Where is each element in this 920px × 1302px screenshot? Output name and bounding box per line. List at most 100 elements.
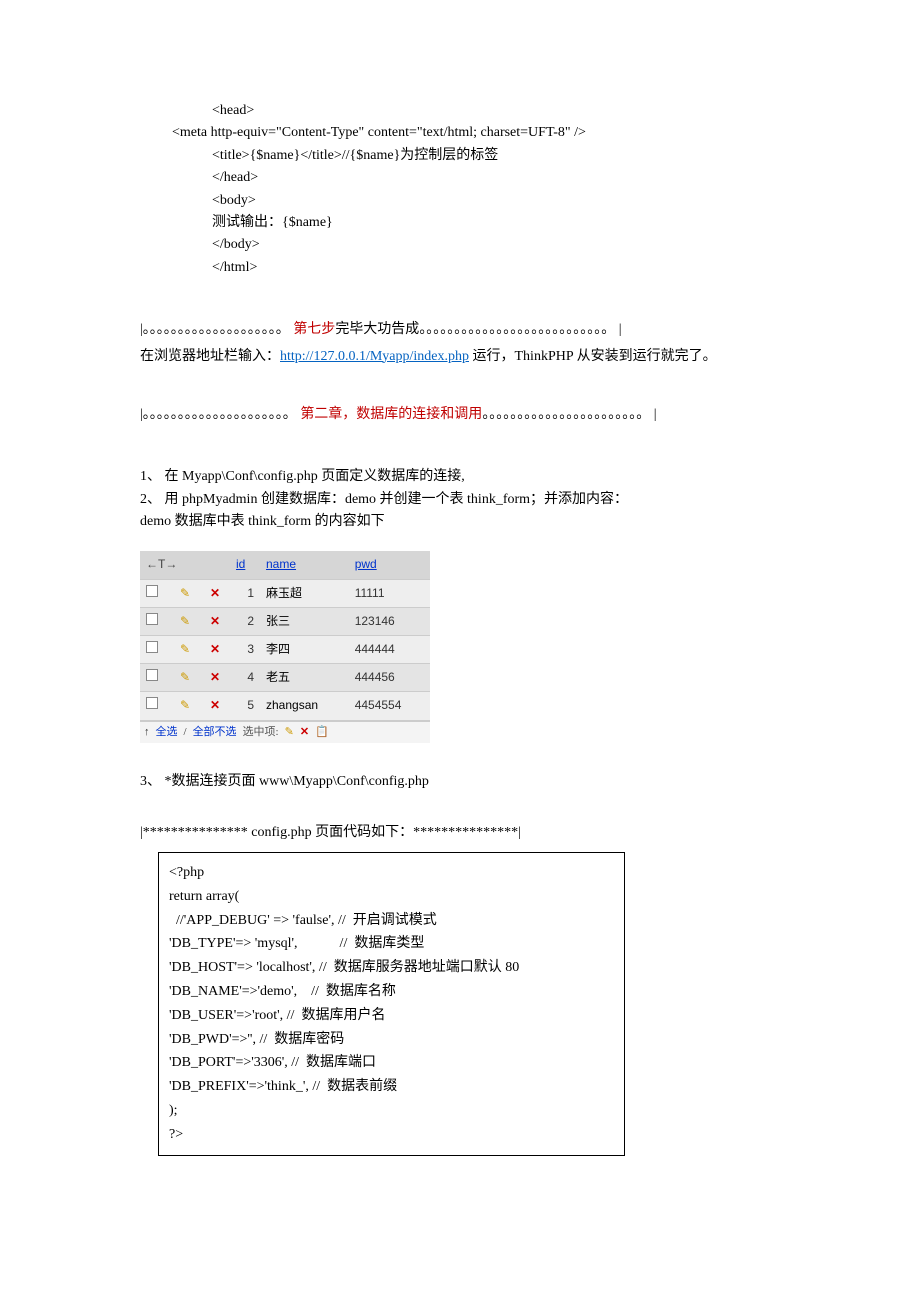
edit-cell[interactable]: ✎ xyxy=(170,636,200,664)
pwd-cell: 444456 xyxy=(349,664,430,692)
db-table-screenshot: ←T→ id name pwd ✎ ✕ 1 麻玉超 11111 ✎ xyxy=(140,551,430,743)
table-header-row: ←T→ id name pwd xyxy=(140,551,430,579)
code-line: 'DB_PWD'=>'', // 数据库密码 xyxy=(169,1028,614,1052)
column-name[interactable]: name xyxy=(260,551,349,579)
pwd-cell: 4454554 xyxy=(349,692,430,720)
delete-cell[interactable]: ✕ xyxy=(200,692,230,720)
step7-label: 第七步 xyxy=(290,322,336,337)
url-link[interactable]: http://127.0.0.1/Myapp/index.php xyxy=(280,349,469,364)
code-line: 'DB_TYPE'=> 'mysql', // 数据库类型 xyxy=(169,932,614,956)
config-title: |*************** config.php 页面代码如下：*****… xyxy=(140,822,780,844)
think-form-table: ←T→ id name pwd ✎ ✕ 1 麻玉超 11111 ✎ xyxy=(140,551,430,720)
code-line: 测试输出：{$name} xyxy=(212,212,780,234)
table-row: ✎ ✕ 4 老五 444456 xyxy=(140,664,430,692)
code-line: ?> xyxy=(169,1123,614,1147)
table-row: ✎ ✕ 3 李四 444444 xyxy=(140,636,430,664)
checkbox-icon xyxy=(146,585,158,597)
text: 在浏览器地址栏输入： xyxy=(140,349,280,364)
text: 完毕大功告成 xyxy=(335,322,419,337)
checkbox-cell[interactable] xyxy=(140,664,170,692)
pwd-cell: 11111 xyxy=(349,579,430,607)
pencil-icon: ✎ xyxy=(180,584,190,603)
checkbox-icon xyxy=(146,697,158,709)
code-line: </head> xyxy=(212,167,780,189)
code-line: 'DB_HOST'=> 'localhost', // 数据库服务器地址端口默认… xyxy=(169,956,614,980)
code-line: <meta http-equiv="Content-Type" content=… xyxy=(172,122,780,144)
delete-cell[interactable]: ✕ xyxy=(200,579,230,607)
table-footer: ↑ 全选 / 全部不选 选中项: ✎ ✕ 📋 xyxy=(140,721,430,744)
list-item-3: 3、 *数据连接页面 www\Myapp\Conf\config.php xyxy=(140,771,780,793)
checkbox-cell[interactable] xyxy=(140,579,170,607)
delete-cell[interactable]: ✕ xyxy=(200,607,230,635)
dots: 。。。。。。。。。。。。。。。。。。。。。。。 | xyxy=(482,407,656,422)
selected-label: 选中项: xyxy=(243,724,279,742)
delete-icon: ✕ xyxy=(210,642,220,656)
dots: |。。。。。。。。。。。。。。。。。。。。。 xyxy=(140,407,297,422)
code-line: <?php xyxy=(169,861,614,885)
pwd-cell: 123146 xyxy=(349,607,430,635)
document-page: <head> <meta http-equiv="Content-Type" c… xyxy=(100,0,820,1196)
instructions-list: 1、 在 Myapp\Conf\config.php 页面定义数据库的连接, 2… xyxy=(140,466,780,533)
dots: 。。。。。。。。。。。。。。。。。。。。。。。。。。。 | xyxy=(419,322,621,337)
code-line: </html> xyxy=(212,257,780,279)
column-id[interactable]: id xyxy=(230,551,260,579)
checkbox-cell[interactable] xyxy=(140,636,170,664)
export-icon[interactable]: 📋 xyxy=(315,724,329,742)
pwd-cell: 444444 xyxy=(349,636,430,664)
name-cell: 老五 xyxy=(260,664,349,692)
chapter2-label: 第二章，数据库的连接和调用 xyxy=(297,407,483,422)
delete-icon: ✕ xyxy=(210,670,220,684)
code-line: return array( xyxy=(169,885,614,909)
delete-icon: ✕ xyxy=(210,698,220,712)
table-body: ✎ ✕ 1 麻玉超 11111 ✎ ✕ 2 张三 123146 ✎ xyxy=(140,579,430,720)
step7-instruction: 在浏览器地址栏输入：http://127.0.0.1/Myapp/index.p… xyxy=(140,346,780,368)
edit-cell[interactable]: ✎ xyxy=(170,692,200,720)
name-cell: 麻玉超 xyxy=(260,579,349,607)
name-cell: 张三 xyxy=(260,607,349,635)
name-cell: 李四 xyxy=(260,636,349,664)
code-line: 'DB_USER'=>'root', // 数据库用户名 xyxy=(169,1004,614,1028)
pencil-icon: ✎ xyxy=(180,612,190,631)
checkbox-cell[interactable] xyxy=(140,692,170,720)
checkbox-cell[interactable] xyxy=(140,607,170,635)
step7-rule: |。。。。。。。。。。。。。。。。。。。。 第七步完毕大功告成。。。。。。。。。… xyxy=(140,319,780,341)
edit-cell[interactable]: ✎ xyxy=(170,579,200,607)
name-cell: zhangsan xyxy=(260,692,349,720)
code-line: <body> xyxy=(212,190,780,212)
select-all-link[interactable]: 全选 xyxy=(156,724,178,742)
id-cell: 1 xyxy=(230,579,260,607)
id-cell: 4 xyxy=(230,664,260,692)
id-cell: 2 xyxy=(230,607,260,635)
list-item: demo 数据库中表 think_form 的内容如下 xyxy=(140,511,780,533)
delete-icon: ✕ xyxy=(210,614,220,628)
list-item: 2、 用 phpMyadmin 创建数据库：demo 并创建一个表 think_… xyxy=(140,489,780,511)
code-line: ); xyxy=(169,1099,614,1123)
table-row: ✎ ✕ 1 麻玉超 11111 xyxy=(140,579,430,607)
checkbox-icon xyxy=(146,669,158,681)
code-line: 'DB_PORT'=>'3306', // 数据库端口 xyxy=(169,1051,614,1075)
pencil-icon: ✎ xyxy=(180,696,190,715)
text: 运行，ThinkPHP 从安装到运行就完了。 xyxy=(469,349,717,364)
deselect-all-link[interactable]: 全部不选 xyxy=(193,724,237,742)
code-line: 'DB_NAME'=>'demo', // 数据库名称 xyxy=(169,980,614,1004)
code-line: //'APP_DEBUG' => 'faulse', // 开启调试模式 xyxy=(169,909,614,933)
column-pwd[interactable]: pwd xyxy=(349,551,430,579)
delete-cell[interactable]: ✕ xyxy=(200,636,230,664)
delete-icon: ✕ xyxy=(210,586,220,600)
code-block-html: <head> <meta http-equiv="Content-Type" c… xyxy=(140,100,780,279)
pencil-icon[interactable]: ✎ xyxy=(285,724,294,742)
edit-cell[interactable]: ✎ xyxy=(170,664,200,692)
delete-cell[interactable]: ✕ xyxy=(200,664,230,692)
code-line: 'DB_PREFIX'=>'think_', // 数据表前缀 xyxy=(169,1075,614,1099)
separator: / xyxy=(184,724,187,742)
pencil-icon: ✎ xyxy=(180,640,190,659)
edit-cell[interactable]: ✎ xyxy=(170,607,200,635)
dots: |。。。。。。。。。。。。。。。。。。。。 xyxy=(140,322,290,337)
delete-icon[interactable]: ✕ xyxy=(300,724,309,742)
code-line: <title>{$name}</title>//{$name}为控制层的标签 xyxy=(212,145,780,167)
pencil-icon: ✎ xyxy=(180,668,190,687)
id-cell: 5 xyxy=(230,692,260,720)
id-cell: 3 xyxy=(230,636,260,664)
checkbox-icon xyxy=(146,641,158,653)
table-row: ✎ ✕ 5 zhangsan 4454554 xyxy=(140,692,430,720)
